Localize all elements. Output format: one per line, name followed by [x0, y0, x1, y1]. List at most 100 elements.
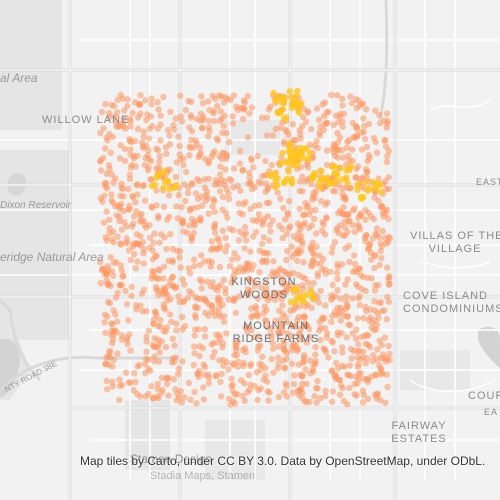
heat-dot	[204, 133, 212, 140]
heat-dot	[370, 352, 377, 359]
heat-dot	[360, 391, 367, 399]
heat-dot	[339, 232, 347, 239]
heat-dot	[141, 197, 149, 204]
heat-dot	[106, 166, 113, 173]
heat-dot	[379, 227, 386, 235]
heat-dot	[225, 190, 232, 197]
heat-dot	[240, 105, 248, 112]
heat-dot	[287, 298, 295, 306]
heat-dot	[318, 227, 326, 234]
estates-label-line: ESTATES	[391, 433, 447, 445]
heat-dot	[317, 395, 324, 402]
heat-dot	[229, 387, 236, 394]
heat-dot	[257, 179, 265, 187]
heat-dot	[286, 271, 294, 278]
heat-dot	[310, 280, 317, 287]
heat-dot	[133, 208, 140, 215]
heat-dot	[341, 224, 349, 231]
heat-dot	[125, 247, 133, 254]
heat-dot	[177, 113, 184, 120]
heat-dot	[101, 311, 109, 318]
heat-dot	[109, 378, 116, 385]
heat-dot	[124, 102, 131, 110]
heat-dot	[279, 149, 286, 157]
heat-dot	[219, 227, 226, 235]
heat-dot	[194, 370, 201, 378]
heat-dot	[215, 237, 222, 244]
heat-dot	[293, 286, 301, 294]
heat-dot	[184, 189, 192, 197]
heat-dot	[279, 280, 286, 288]
heat-dot	[303, 380, 310, 387]
heat-dot	[263, 257, 270, 264]
heat-dot	[125, 379, 133, 386]
heat-dot	[170, 122, 177, 129]
heat-dot	[140, 286, 148, 294]
heat-dot	[153, 286, 160, 293]
heat-dot	[144, 151, 152, 159]
heat-dot	[147, 234, 154, 241]
heat-dot	[202, 309, 209, 317]
heat-dot	[122, 369, 130, 376]
heat-dot	[286, 88, 293, 95]
heat-dot	[211, 117, 218, 125]
heat-dot	[280, 204, 287, 212]
heat-dot	[219, 356, 227, 364]
heat-dot	[343, 293, 350, 300]
heat-dot	[228, 375, 235, 382]
heat-dot	[160, 184, 167, 191]
heat-dot	[274, 365, 282, 372]
heat-dot	[275, 343, 282, 350]
heat-dot	[157, 317, 164, 324]
heat-dot	[216, 188, 224, 195]
heat-dot	[180, 298, 187, 306]
heat-dot	[376, 337, 383, 344]
heat-dot	[261, 291, 269, 299]
heat-dot	[330, 141, 337, 148]
heat-dot	[104, 386, 111, 393]
heat-dot	[101, 180, 108, 187]
villas-label-line: VILLAS OF THE	[410, 230, 500, 242]
heat-dot	[112, 202, 119, 210]
heat-dot	[148, 182, 156, 190]
heat-dot	[172, 320, 180, 327]
heat-dot	[381, 206, 389, 214]
heat-dot	[142, 97, 149, 104]
heat-dot	[157, 137, 164, 144]
heat-dot	[300, 285, 307, 292]
heat-dot	[288, 93, 295, 101]
heat-dot	[334, 92, 341, 99]
heat-dot	[154, 380, 162, 388]
heat-dot	[384, 293, 391, 301]
heat-dot	[126, 136, 133, 143]
heat-dot	[306, 150, 313, 157]
heat-dot	[240, 359, 248, 367]
heat-dot	[363, 169, 371, 176]
heat-dot	[281, 389, 288, 396]
heat-dot	[191, 343, 198, 350]
heat-dot	[134, 258, 141, 265]
heat-dot	[357, 370, 364, 377]
heat-dot	[378, 299, 385, 306]
heat-dot	[176, 248, 184, 255]
heat-dot	[283, 230, 290, 238]
heat-dot	[141, 161, 149, 169]
heat-dot	[242, 324, 249, 332]
heat-dot	[209, 279, 216, 286]
heat-dot	[205, 210, 212, 217]
heat-dot	[130, 213, 137, 220]
heat-dot	[264, 324, 271, 331]
heat-dot	[137, 242, 144, 249]
heat-dot	[263, 306, 270, 314]
heat-dot	[201, 184, 209, 191]
heat-dot	[147, 113, 154, 120]
heat-dot	[253, 369, 260, 376]
heat-dot	[179, 276, 186, 283]
fairway-estates-label: FAIRWAY ESTATES	[385, 420, 453, 446]
heat-dot	[354, 315, 362, 322]
heat-dot	[264, 297, 272, 304]
heat-dot	[277, 316, 284, 324]
heat-dot	[270, 89, 277, 97]
heat-dot	[371, 264, 378, 272]
